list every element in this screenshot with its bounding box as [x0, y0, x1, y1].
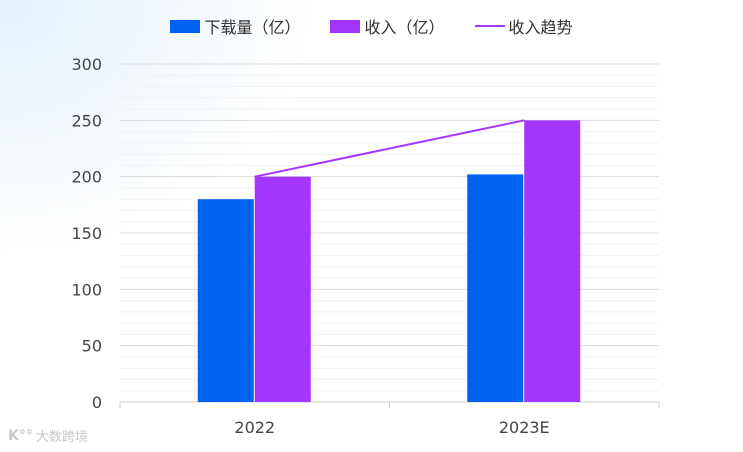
watermark-logo-icon: K°°	[8, 427, 33, 444]
legend-item-downloads[interactable]: 下载量（亿）	[170, 14, 300, 38]
y-tick-label: 250	[71, 111, 102, 130]
y-tick-label: 50	[82, 337, 102, 356]
legend-label: 收入（亿）	[364, 18, 445, 37]
legend-item-trend[interactable]: 收入趋势	[474, 14, 573, 38]
legend-swatch	[170, 19, 201, 33]
legend-label: 收入趋势	[508, 18, 573, 37]
y-tick-label: 300	[71, 55, 102, 74]
trend-line	[254, 119, 525, 178]
y-tick-label: 150	[71, 224, 102, 243]
trend-point	[254, 176, 256, 178]
legend: 下载量（亿） 收入（亿） 收入趋势	[0, 14, 743, 38]
legend-line	[474, 25, 505, 27]
bar-downloads	[197, 199, 254, 402]
y-tick-label: 0	[92, 393, 102, 412]
legend-item-revenue[interactable]: 收入（亿）	[330, 14, 445, 38]
x-tick-label: 2023E	[499, 418, 550, 437]
trend-point	[523, 119, 525, 121]
watermark: K°° 大数跨境	[8, 426, 88, 446]
y-tick-label: 100	[71, 280, 102, 299]
x-tick-label: 2022	[234, 418, 275, 437]
bar-revenue	[254, 176, 311, 402]
bar-downloads	[467, 174, 524, 402]
bar-revenue	[524, 120, 581, 402]
watermark-text: 大数跨境	[35, 430, 88, 445]
y-tick-label: 200	[71, 168, 102, 187]
legend-swatch	[330, 19, 361, 33]
legend-label: 下载量（亿）	[204, 18, 301, 37]
